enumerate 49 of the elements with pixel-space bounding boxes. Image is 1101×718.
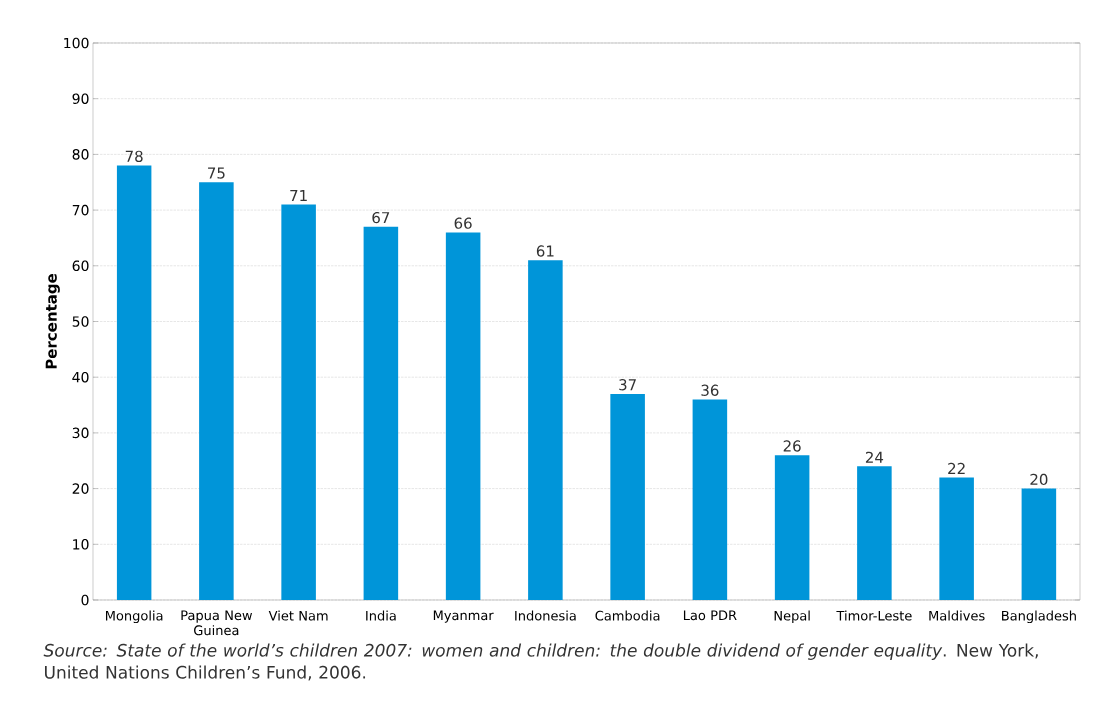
x-tick-label: Indonesia [515,610,576,621]
x-tick-label: Maldives [929,610,985,621]
data-label: 36 [701,384,719,396]
bar [528,260,563,600]
bar [363,226,399,600]
bar [774,455,810,600]
data-label: 20 [1030,473,1048,486]
y-tick-label: 40 [72,371,89,383]
data-label: 22 [948,462,965,474]
y-tick-label: 0 [81,594,89,606]
bar [610,393,645,600]
y-tick-label: 80 [72,149,89,160]
data-label: 78 [125,150,143,163]
x-tick-label: Lao PDR [683,610,737,621]
y-tick-label: 20 [72,483,89,494]
x-tick-label: Papua New Guinea [181,610,253,636]
data-label: 26 [783,440,801,452]
bar [116,165,152,600]
y-tick-label: 100 [64,37,89,49]
bar [939,477,974,600]
data-label: 37 [619,379,636,391]
text: Source: State of the world’s children 2007: women and children: the double dividend of gender equality. New York, United Nations Children’s Fund, 2006. [43,643,1038,681]
x-tick-label: Timor-Leste [836,610,912,621]
y-tick-label: 70 [72,204,89,216]
data-label: 66 [454,217,472,229]
data-label: 75 [208,167,225,179]
bar [199,182,234,600]
y-tick-label: 50 [72,316,89,327]
data-label: 71 [290,190,307,201]
bar [857,466,892,600]
bar [445,232,481,600]
y-axis-title: Percentage [45,273,60,369]
data-label: 61 [536,245,554,257]
data-label: 67 [372,211,390,224]
bar [692,399,728,600]
x-tick-label: Myanmar [433,610,494,623]
x-tick-label: Viet Nam [268,610,328,621]
bar [1021,488,1057,600]
x-tick-label: Cambodia [595,610,660,621]
data-label: 24 [865,451,884,463]
x-tick-label: Bangladesh [1002,610,1076,624]
y-tick-label: 10 [73,539,89,550]
y-tick-label: 30 [72,427,89,439]
x-tick-label: Nepal [774,610,810,624]
bar [281,204,316,600]
x-tick-label: Mongolia [105,610,163,624]
x-tick-label: India [366,610,396,621]
y-tick-label: 90 [72,93,89,104]
y-tick-label: 60 [72,260,89,272]
